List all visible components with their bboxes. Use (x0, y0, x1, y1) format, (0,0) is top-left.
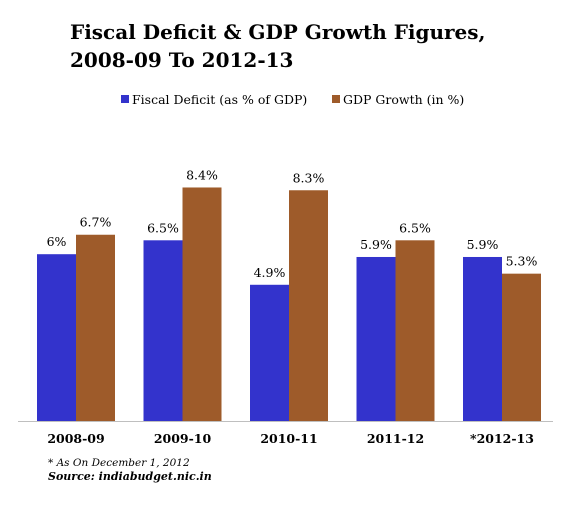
legend-swatch-fiscal-deficit (121, 95, 129, 103)
data-label-gdp-growth-0: 6.7% (80, 215, 112, 230)
data-label-gdp-growth-4: 5.3% (506, 254, 538, 269)
chart-title-line-1: Fiscal Deficit & GDP Growth Figures, (70, 20, 486, 44)
category-label-2: 2010-11 (260, 431, 317, 446)
bar-gdp-growth-0 (76, 234, 115, 421)
data-label-fiscal-deficit-3: 5.9% (360, 237, 392, 252)
legend-label-gdp-growth: GDP Growth (in %) (343, 91, 465, 107)
legend-item-fiscal-deficit: Fiscal Deficit (as % of GDP) (121, 90, 307, 108)
category-label-0: 2008-09 (47, 431, 104, 446)
bar-fiscal-deficit-2 (250, 284, 289, 421)
bar-fiscal-deficit-0 (37, 254, 76, 421)
bar-fiscal-deficit-4 (463, 256, 502, 421)
bar-fiscal-deficit-3 (356, 256, 396, 421)
data-label-gdp-growth-2: 8.3% (293, 170, 325, 185)
bar-gdp-growth-2 (289, 190, 328, 421)
bar-gdp-growth-4 (502, 273, 541, 421)
data-label-gdp-growth-3: 6.5% (399, 220, 431, 235)
chart-title: Fiscal Deficit & GDP Growth Figures, 200… (70, 18, 490, 74)
bar-gdp-growth-3 (395, 240, 435, 421)
footnote-note: * As On December 1, 2012 (48, 457, 190, 469)
chart-legend: Fiscal Deficit (as % of GDP) GDP Growth … (0, 90, 568, 108)
legend-item-gdp-growth: GDP Growth (in %) (332, 90, 464, 108)
bar-fiscal-deficit-1 (143, 240, 183, 421)
legend-label-fiscal-deficit: Fiscal Deficit (as % of GDP) (132, 91, 308, 107)
footnote: * As On December 1, 2012 Source: indiabu… (48, 457, 212, 483)
data-label-fiscal-deficit-0: 6% (47, 234, 67, 249)
legend-swatch-gdp-growth (332, 95, 340, 103)
chart-title-line-2: 2008-09 To 2012-13 (70, 48, 294, 72)
category-label-3: 2011-12 (367, 431, 424, 446)
data-label-gdp-growth-1: 8.4% (186, 167, 218, 182)
data-label-fiscal-deficit-4: 5.9% (467, 237, 499, 252)
bar-gdp-growth-1 (182, 187, 222, 421)
data-label-fiscal-deficit-2: 4.9% (254, 265, 286, 280)
category-label-1: 2009-10 (154, 431, 212, 446)
category-label-4: *2012-13 (470, 431, 534, 446)
data-label-fiscal-deficit-1: 6.5% (147, 220, 179, 235)
footnote-source: Source: indiabudget.nic.in (48, 470, 212, 483)
